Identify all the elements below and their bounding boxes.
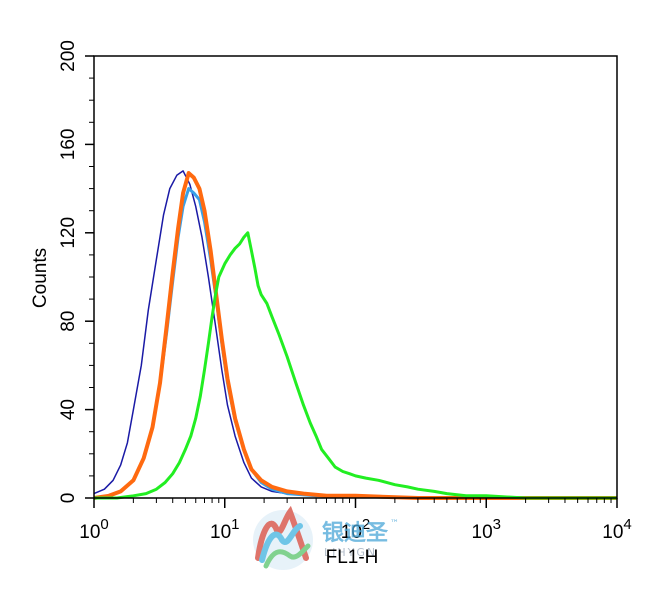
series-line-4 bbox=[94, 231, 617, 500]
y-tick-label: 80 bbox=[58, 311, 79, 332]
x-tick-exponent: 2 bbox=[362, 516, 370, 533]
y-tick-label: 0 bbox=[58, 493, 79, 504]
y-tick-label: 40 bbox=[58, 399, 79, 420]
y-axis: 0 40 80 120 160 200 bbox=[58, 40, 94, 503]
x-tick-base: 10 bbox=[79, 522, 100, 543]
watermark-tm: ™ bbox=[390, 519, 399, 529]
x-tick-label: 102 bbox=[341, 516, 370, 543]
x-tick-base: 10 bbox=[602, 522, 623, 543]
series-line-3 bbox=[93, 171, 617, 500]
y-tick-label: 200 bbox=[58, 40, 79, 72]
y-tick-label: 160 bbox=[58, 129, 79, 161]
x-tick-base: 10 bbox=[472, 522, 493, 543]
x-axis: 100 101 102 103 104 bbox=[79, 498, 632, 543]
watermark-en-text: LIHYGN bbox=[324, 546, 377, 559]
watermark-cn-text: 银迪圣 bbox=[322, 521, 389, 546]
x-tick-exponent: 1 bbox=[231, 516, 239, 533]
series-layer bbox=[93, 170, 617, 500]
watermark-logo: 银迪圣 ™ LIHYGN bbox=[253, 505, 399, 570]
x-tick-label: 104 bbox=[602, 516, 631, 543]
x-axis-title: FL1-H bbox=[326, 547, 379, 568]
x-tick-exponent: 4 bbox=[623, 516, 631, 533]
x-tick-label: 101 bbox=[210, 516, 239, 543]
x-tick-exponent: 3 bbox=[493, 516, 501, 533]
x-tick-label: 100 bbox=[79, 516, 108, 543]
watermark-emblem bbox=[253, 505, 313, 570]
x-tick-base: 10 bbox=[341, 522, 362, 543]
x-tick-base: 10 bbox=[210, 522, 231, 543]
series-line-1 bbox=[93, 170, 617, 499]
x-tick-exponent: 0 bbox=[100, 516, 108, 533]
y-tick-label: 120 bbox=[58, 217, 79, 249]
x-tick-label: 103 bbox=[472, 516, 501, 543]
series-line-2 bbox=[93, 187, 617, 500]
y-axis-title: Counts bbox=[30, 248, 51, 308]
